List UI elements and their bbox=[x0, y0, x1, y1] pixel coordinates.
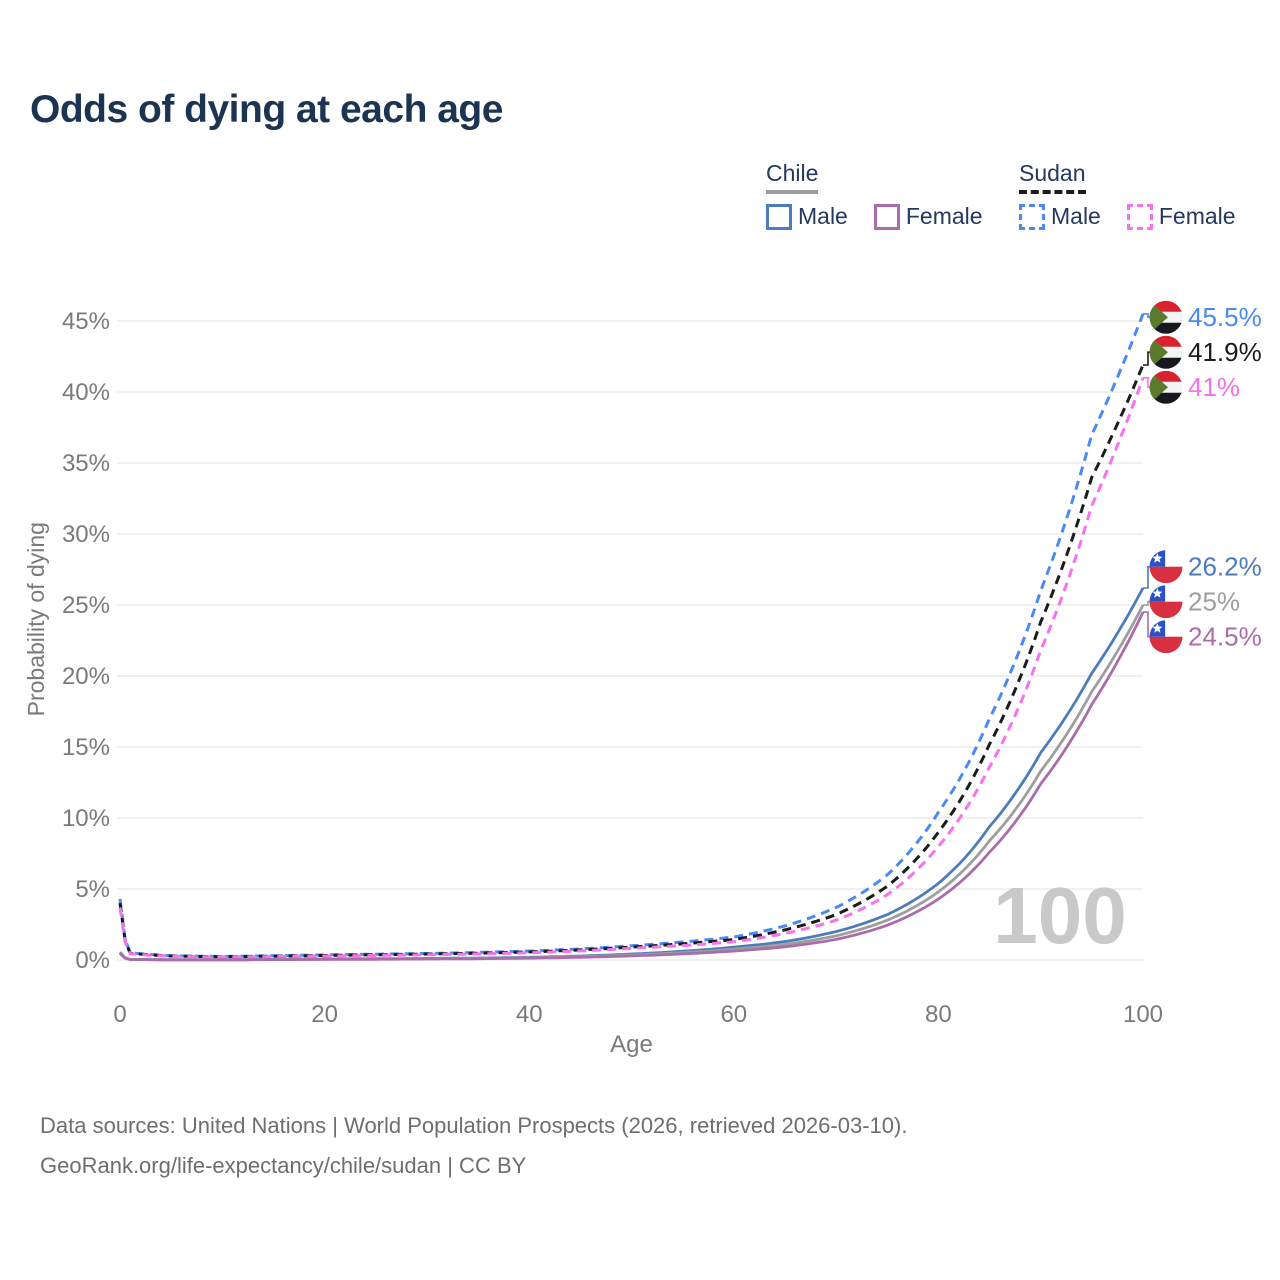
attribution-line: GeoRank.org/life-expectancy/chile/sudan … bbox=[40, 1153, 527, 1178]
watermark: 100 bbox=[993, 871, 1126, 960]
sudan-male-swatch-icon bbox=[1019, 203, 1045, 230]
y-tick-label: 15% bbox=[62, 734, 110, 761]
y-tick-label: 35% bbox=[62, 450, 110, 477]
series-line-sudan-female bbox=[118, 377, 1145, 959]
chile-flag-icon bbox=[1149, 620, 1183, 654]
x-tick-label: 0 bbox=[113, 1001, 126, 1028]
chart-footer: Data sources: United Nations | World Pop… bbox=[40, 1106, 907, 1186]
sudan-female-swatch-icon bbox=[1126, 203, 1153, 230]
series-line-chile-combined bbox=[119, 604, 1145, 962]
legend-row-sudan: Male Female bbox=[1019, 203, 1236, 230]
legend-item-sudan-female[interactable]: Female bbox=[1126, 203, 1236, 230]
y-tick-label: 45% bbox=[62, 308, 110, 335]
y-tick-label: 10% bbox=[62, 805, 110, 832]
end-label-sudan-male: 45.5% bbox=[1188, 302, 1262, 332]
x-tick-label: 40 bbox=[516, 1001, 543, 1028]
y-tick-label: 0% bbox=[75, 947, 110, 974]
end-label-sudan-female: 41% bbox=[1188, 372, 1240, 402]
legend-group-chile: Chile Male Female bbox=[766, 160, 983, 230]
x-tick-label: 100 bbox=[1123, 1001, 1163, 1028]
end-label-sudan-combined: 41.9% bbox=[1188, 337, 1262, 367]
chile-female-swatch-icon bbox=[873, 203, 900, 230]
series-line-sudan-combined bbox=[118, 364, 1145, 959]
legend-label: Male bbox=[1051, 203, 1101, 229]
y-tick-label: 30% bbox=[62, 521, 110, 548]
y-tick-label: 5% bbox=[75, 876, 110, 903]
page-title: Odds of dying at each age bbox=[30, 88, 503, 131]
end-label-chile-combined: 25% bbox=[1188, 587, 1240, 617]
y-tick-label: 25% bbox=[62, 592, 110, 619]
y-axis-title: Probability of dying bbox=[23, 522, 49, 716]
legend-country-chile: Chile bbox=[766, 160, 819, 194]
series-line-chile-female bbox=[119, 611, 1145, 962]
chile-male-swatch-icon bbox=[766, 203, 792, 230]
series-line-sudan-male bbox=[118, 313, 1145, 958]
sudan-flag-icon bbox=[1149, 370, 1183, 404]
legend-group-sudan: Sudan Male Female bbox=[1019, 160, 1236, 230]
sudan-flag-icon bbox=[1149, 300, 1183, 334]
sudan-flag-icon bbox=[1149, 335, 1183, 369]
end-label-chile-female: 24.5% bbox=[1188, 622, 1262, 652]
chile-flag-icon bbox=[1149, 550, 1183, 584]
end-label-chile-male: 26.2% bbox=[1188, 552, 1262, 582]
legend-label: Male bbox=[798, 203, 848, 229]
legend-country-sudan: Sudan bbox=[1019, 160, 1086, 194]
x-tick-label: 20 bbox=[311, 1001, 338, 1028]
series-line-chile-male bbox=[118, 587, 1145, 962]
legend-item-chile-female[interactable]: Female bbox=[873, 203, 983, 230]
x-axis-title: Age bbox=[610, 1031, 653, 1058]
x-tick-label: 60 bbox=[720, 1001, 747, 1028]
data-source-line: Data sources: United Nations | World Pop… bbox=[40, 1113, 908, 1138]
legend-label: Female bbox=[1158, 203, 1236, 229]
legend-item-chile-male[interactable]: Male bbox=[766, 203, 848, 230]
y-tick-label: 40% bbox=[62, 379, 110, 406]
chile-flag-icon bbox=[1149, 585, 1183, 619]
x-tick-label: 80 bbox=[925, 1001, 952, 1028]
legend-item-sudan-male[interactable]: Male bbox=[1019, 203, 1101, 230]
y-tick-label: 20% bbox=[62, 663, 110, 690]
legend-label: Female bbox=[905, 203, 983, 229]
legend-row-chile: Male Female bbox=[766, 203, 983, 230]
